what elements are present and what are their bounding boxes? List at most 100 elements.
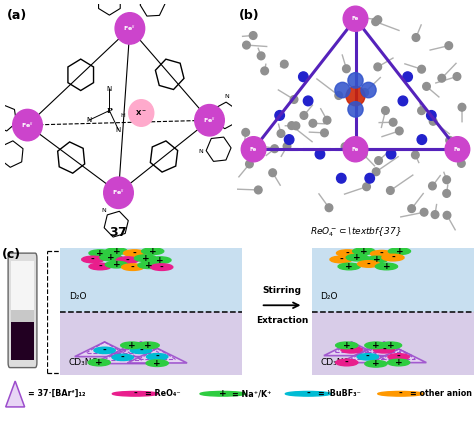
Text: -: -	[380, 249, 383, 258]
Circle shape	[330, 256, 352, 263]
Circle shape	[372, 18, 379, 25]
Circle shape	[200, 391, 246, 396]
Circle shape	[299, 72, 308, 81]
Circle shape	[249, 32, 257, 39]
Text: +: +	[372, 359, 380, 368]
Circle shape	[359, 151, 367, 158]
Text: Fe$^{II}$: Fe$^{II}$	[21, 120, 34, 130]
Circle shape	[112, 354, 133, 360]
Circle shape	[261, 67, 268, 75]
FancyBboxPatch shape	[11, 322, 34, 360]
Text: -: -	[339, 255, 343, 264]
Circle shape	[151, 264, 173, 271]
Text: +: +	[154, 359, 161, 368]
Polygon shape	[111, 342, 171, 357]
Text: CD₃NO₂: CD₃NO₂	[320, 358, 355, 367]
Circle shape	[105, 248, 128, 254]
Text: -: -	[350, 345, 354, 354]
Text: Fe$^{II}$: Fe$^{II}$	[112, 188, 125, 198]
Circle shape	[121, 342, 143, 349]
Circle shape	[255, 186, 262, 194]
Text: -: -	[133, 248, 137, 258]
Text: +: +	[156, 256, 164, 265]
Text: Fe: Fe	[352, 147, 359, 152]
Circle shape	[379, 342, 401, 349]
Circle shape	[403, 72, 412, 81]
Circle shape	[365, 256, 388, 263]
Circle shape	[374, 347, 395, 353]
Circle shape	[363, 183, 370, 190]
Circle shape	[412, 33, 420, 42]
Text: (b): (b)	[239, 9, 260, 22]
Circle shape	[388, 359, 410, 366]
Text: +: +	[107, 253, 115, 262]
FancyBboxPatch shape	[8, 253, 37, 368]
Text: +: +	[373, 255, 381, 264]
Circle shape	[457, 159, 465, 167]
Text: +: +	[383, 262, 390, 271]
Text: +: +	[144, 341, 152, 350]
Circle shape	[94, 347, 115, 354]
Circle shape	[336, 359, 358, 366]
Circle shape	[417, 135, 427, 145]
Circle shape	[335, 92, 343, 99]
Text: -: -	[103, 346, 107, 355]
Circle shape	[336, 342, 358, 349]
Text: +: +	[396, 247, 403, 256]
Circle shape	[243, 41, 250, 49]
Text: Fe$^{II}$: Fe$^{II}$	[203, 116, 216, 125]
Text: D₂O: D₂O	[69, 292, 86, 301]
Circle shape	[388, 354, 409, 360]
Circle shape	[195, 105, 224, 136]
Circle shape	[105, 261, 128, 268]
Circle shape	[348, 102, 363, 117]
Circle shape	[378, 391, 423, 396]
Circle shape	[130, 347, 152, 354]
Text: = Na⁺/K⁺: = Na⁺/K⁺	[232, 389, 272, 398]
Circle shape	[100, 254, 122, 261]
Circle shape	[115, 13, 145, 44]
Polygon shape	[371, 349, 426, 363]
Circle shape	[343, 137, 368, 162]
Polygon shape	[93, 349, 153, 364]
Circle shape	[325, 204, 333, 212]
Circle shape	[371, 251, 392, 257]
Text: N: N	[86, 117, 91, 123]
Circle shape	[428, 182, 436, 190]
Text: Fe: Fe	[250, 147, 257, 152]
Circle shape	[129, 100, 154, 126]
Text: = other anion: = other anion	[410, 389, 472, 398]
Text: P: P	[107, 106, 112, 114]
Circle shape	[138, 262, 160, 268]
Circle shape	[285, 391, 331, 396]
Circle shape	[427, 111, 436, 120]
Text: ReO$_4^-$$\subset$\textbf{37}: ReO$_4^-$$\subset$\textbf{37}	[310, 225, 401, 239]
Circle shape	[123, 250, 146, 257]
Circle shape	[365, 360, 387, 367]
Text: $\mathbf{37}$: $\mathbf{37}$	[109, 226, 128, 239]
Text: -: -	[139, 346, 143, 355]
Circle shape	[146, 360, 168, 366]
FancyBboxPatch shape	[312, 248, 474, 312]
Text: Fe: Fe	[454, 147, 461, 152]
FancyBboxPatch shape	[60, 248, 242, 312]
Circle shape	[365, 173, 374, 183]
Text: +: +	[354, 253, 361, 262]
Circle shape	[357, 354, 378, 360]
Text: +: +	[346, 262, 353, 271]
Text: +: +	[372, 341, 380, 350]
Circle shape	[315, 149, 325, 159]
Circle shape	[335, 82, 350, 98]
Circle shape	[89, 250, 111, 257]
Circle shape	[408, 205, 415, 212]
Text: -: -	[391, 253, 395, 262]
Circle shape	[341, 347, 362, 353]
Circle shape	[146, 354, 168, 360]
Polygon shape	[340, 349, 395, 363]
Circle shape	[361, 82, 376, 98]
Circle shape	[290, 96, 298, 103]
Circle shape	[300, 112, 308, 119]
Circle shape	[277, 130, 285, 137]
Text: = ⁾BuBF₃⁻: = ⁾BuBF₃⁻	[318, 389, 360, 398]
Text: Stirring: Stirring	[263, 285, 301, 295]
